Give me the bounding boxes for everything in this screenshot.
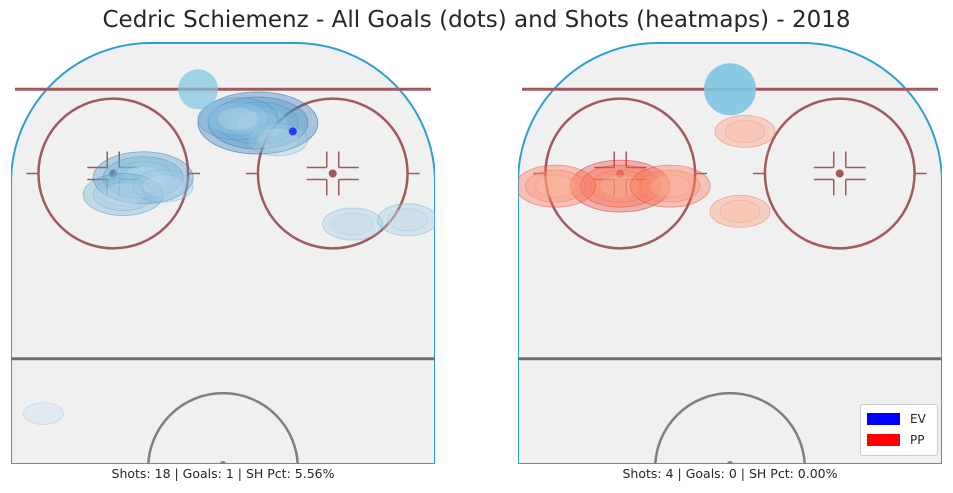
chart-title: Cedric Schiemenz - All Goals (dots) and … xyxy=(102,7,851,33)
crease-density xyxy=(704,63,756,116)
shot-density-contour xyxy=(639,169,701,203)
shot-density-contour xyxy=(217,107,259,131)
shot-density-contour xyxy=(709,194,771,228)
faceoff-circle xyxy=(544,97,697,250)
rink-pp-panel xyxy=(518,42,942,464)
legend-label-ev: EV xyxy=(910,412,926,426)
shot-density-contour xyxy=(525,169,586,203)
shot-density-contour xyxy=(257,128,299,152)
pp-caption: Shots: 4 | Goals: 0 | SH Pct: 0.00% xyxy=(622,466,838,481)
center-circle xyxy=(147,391,299,464)
shot-density-contour xyxy=(649,174,691,198)
shot-density-contour xyxy=(629,164,711,208)
shot-density-contour xyxy=(332,212,374,236)
shot-density-contour xyxy=(569,159,671,213)
shot-density-contour xyxy=(579,164,661,208)
shot-density-contour xyxy=(132,169,194,203)
shot-density-contour xyxy=(92,151,194,205)
center-circle xyxy=(654,391,806,464)
center-dot xyxy=(220,461,226,464)
shot-density-contour xyxy=(102,156,184,200)
rink-pp-rink xyxy=(518,42,942,464)
shot-density-contour xyxy=(142,174,184,198)
legend-item-ev: EV xyxy=(867,411,926,427)
ev-caption: Shots: 18 | Goals: 1 | SH Pct: 5.56% xyxy=(111,466,335,481)
shot-density-contour xyxy=(207,96,309,150)
center-dot xyxy=(727,461,733,464)
shot-density-contour xyxy=(322,207,384,241)
crease-density xyxy=(178,69,219,110)
faceoff-dot xyxy=(835,169,844,178)
legend-label-pp: PP xyxy=(910,433,925,447)
shot-density-contour xyxy=(197,97,279,141)
shot-density-contour xyxy=(92,178,154,211)
shot-density-contour xyxy=(518,164,596,208)
shot-density-contour xyxy=(535,174,576,198)
shot-density-contour xyxy=(23,402,64,425)
shot-density-contour xyxy=(387,208,428,232)
faceoff-dot xyxy=(328,169,337,178)
shot-density-contour xyxy=(217,101,299,145)
legend-swatch-pp xyxy=(867,434,900,446)
shot-density-contour xyxy=(714,115,776,148)
shot-density-contour xyxy=(724,120,766,143)
rink-pp-heat xyxy=(518,63,776,228)
goal-dot xyxy=(288,127,297,136)
legend: EV PP xyxy=(860,404,938,456)
legend-item-pp: PP xyxy=(867,432,924,448)
rink-ev-heat xyxy=(23,69,435,425)
shot-density-contour xyxy=(719,199,761,223)
shot-density-contour xyxy=(197,91,319,155)
rink-ev-rink xyxy=(11,42,435,464)
shot-density-contour xyxy=(207,102,269,136)
rink-ev-panel xyxy=(11,42,435,464)
rink-ev-goals xyxy=(288,127,297,136)
legend-swatch-ev xyxy=(867,413,900,425)
